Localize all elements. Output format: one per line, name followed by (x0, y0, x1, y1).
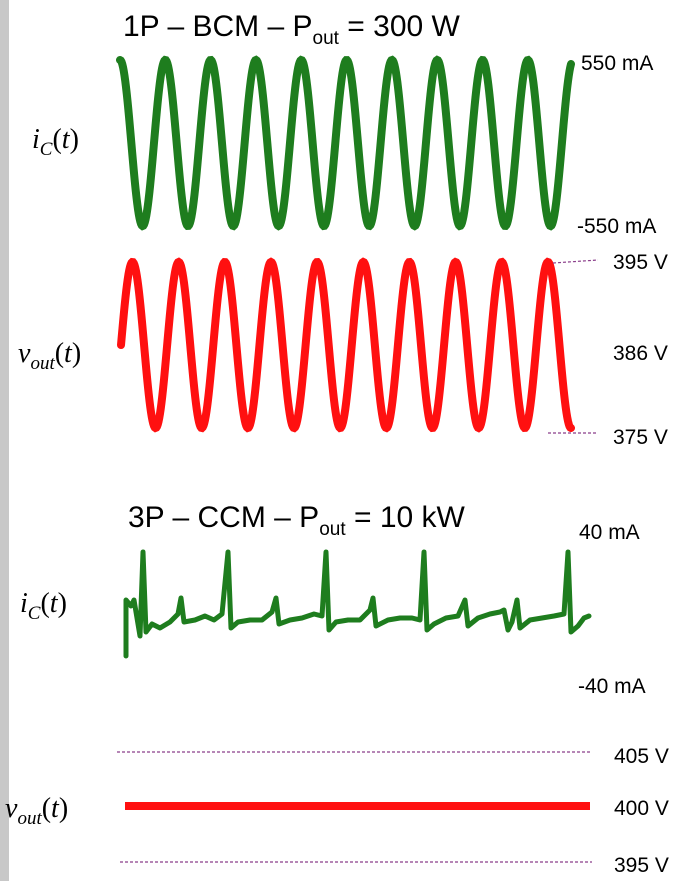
top-voltage-waveform (117, 257, 575, 433)
top-current-max-label: 550 mA (581, 52, 653, 75)
top-voltage-max-label: 395 V (613, 251, 668, 274)
top-voltage-min-label: 375 V (613, 426, 668, 449)
top-current-waveform (116, 55, 575, 231)
left-border-bar (0, 0, 9, 881)
bottom-voltage-min-label: 395 V (614, 854, 669, 877)
top-voltage-mid-label: 386 V (613, 342, 668, 365)
bottom-voltage-label: vout(t) (5, 793, 68, 829)
bottom-title: 3P – CCM – Pout = 10 kW (128, 501, 466, 540)
bottom-current-min-label: -40 mA (578, 675, 646, 698)
top-voltage-max-reference-line (552, 259, 599, 264)
bottom-voltage-mid-label: 400 V (614, 797, 669, 820)
bottom-current-waveform (123, 549, 592, 659)
top-current-min-label: -550 mA (577, 215, 656, 238)
top-voltage-label: vout(t) (18, 338, 81, 374)
top-current-label: iC(t) (32, 124, 79, 160)
bottom-current-max-label: 40 mA (579, 521, 640, 544)
bottom-voltage-max-label: 405 V (614, 745, 669, 768)
top-title: 1P – BCM – Pout = 300 W (123, 10, 461, 49)
bottom-current-label: iC(t) (20, 588, 67, 624)
